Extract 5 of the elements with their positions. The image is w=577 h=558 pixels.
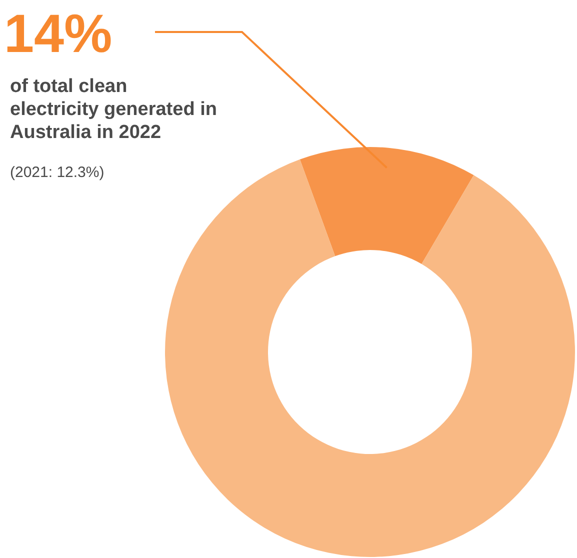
donut-slice bbox=[165, 159, 575, 557]
text: of total clean electricity generated in Australia in 2022 bbox=[10, 76, 217, 143]
text: (2021: 12.3%) bbox=[10, 164, 104, 181]
donut-slice bbox=[300, 147, 474, 264]
data-label: 14% bbox=[4, 4, 112, 64]
